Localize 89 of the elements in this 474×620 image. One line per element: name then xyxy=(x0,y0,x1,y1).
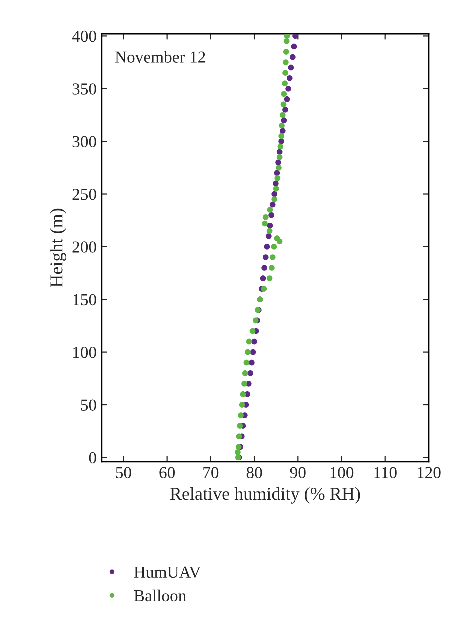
point xyxy=(268,212,274,218)
point xyxy=(249,360,255,366)
point xyxy=(274,236,280,242)
point xyxy=(237,423,244,429)
x-tick-label: 110 xyxy=(374,467,397,478)
point xyxy=(286,75,293,82)
point xyxy=(282,80,288,87)
point xyxy=(276,165,282,171)
point xyxy=(235,450,241,456)
point xyxy=(270,202,276,208)
point xyxy=(283,49,290,55)
x-tick-label: 70 xyxy=(204,467,219,478)
point xyxy=(288,64,294,71)
point xyxy=(240,392,246,398)
point xyxy=(239,402,246,408)
point xyxy=(283,60,289,66)
point xyxy=(278,138,284,144)
point xyxy=(284,38,290,44)
point xyxy=(280,102,287,108)
point xyxy=(242,370,248,376)
point xyxy=(262,265,268,271)
point xyxy=(279,122,285,129)
y-axis-title: Height (m) xyxy=(50,208,66,288)
point xyxy=(242,381,248,387)
point xyxy=(266,276,273,282)
point xyxy=(261,286,268,292)
point xyxy=(266,233,272,240)
y-tick-label: 350 xyxy=(72,84,96,95)
point xyxy=(284,96,290,102)
point xyxy=(290,54,296,60)
point xyxy=(276,149,283,156)
y-tick-label: 50 xyxy=(81,400,96,411)
y-tick-label: 300 xyxy=(72,136,96,148)
x-tick-label: 90 xyxy=(290,467,306,478)
point xyxy=(274,176,281,182)
point xyxy=(282,70,288,76)
point xyxy=(282,107,288,113)
point xyxy=(278,144,284,150)
point xyxy=(272,191,278,198)
y-tick-label: 100 xyxy=(74,347,96,358)
point xyxy=(281,91,288,98)
x-tick-label: 50 xyxy=(116,467,132,478)
x-tick-label: 120 xyxy=(418,467,441,478)
point xyxy=(281,118,288,124)
y-tick-label: 150 xyxy=(74,294,96,306)
legend-label: Balloon xyxy=(134,590,186,602)
y-tick-label: 0 xyxy=(89,452,96,464)
point xyxy=(280,128,286,134)
point xyxy=(252,338,258,345)
point xyxy=(273,186,280,192)
point xyxy=(244,360,250,366)
x-tick-label: 60 xyxy=(160,467,176,478)
point xyxy=(272,180,279,187)
point xyxy=(262,214,269,220)
y-tick-label: 250 xyxy=(72,188,96,200)
point xyxy=(246,338,252,345)
point xyxy=(284,34,290,40)
legend-label: HumUAV xyxy=(134,566,202,578)
point xyxy=(250,328,256,334)
point xyxy=(267,222,274,229)
point xyxy=(267,207,274,213)
y-tick-label: 200 xyxy=(72,242,96,253)
point xyxy=(278,133,284,140)
point xyxy=(250,349,256,356)
point xyxy=(280,112,286,118)
point xyxy=(271,244,278,250)
point xyxy=(248,370,254,376)
point xyxy=(286,86,292,92)
x-tick-label: 100 xyxy=(330,467,354,478)
annotation: November 12 xyxy=(115,51,206,63)
point xyxy=(272,196,278,202)
point xyxy=(236,434,242,440)
point xyxy=(270,254,276,260)
point xyxy=(262,220,268,227)
point xyxy=(266,228,273,234)
point xyxy=(274,170,280,176)
point xyxy=(276,154,283,160)
point xyxy=(260,276,266,282)
point xyxy=(269,265,275,271)
point xyxy=(292,34,298,40)
point xyxy=(276,160,282,166)
point xyxy=(291,44,298,50)
point xyxy=(245,349,251,356)
y-tick-label: 400 xyxy=(72,30,96,42)
x-tick-label: 80 xyxy=(246,467,262,478)
point xyxy=(262,254,269,260)
x-axis-title: Relative humidity (% RH) xyxy=(170,487,360,504)
point xyxy=(238,412,244,418)
point xyxy=(264,244,270,250)
